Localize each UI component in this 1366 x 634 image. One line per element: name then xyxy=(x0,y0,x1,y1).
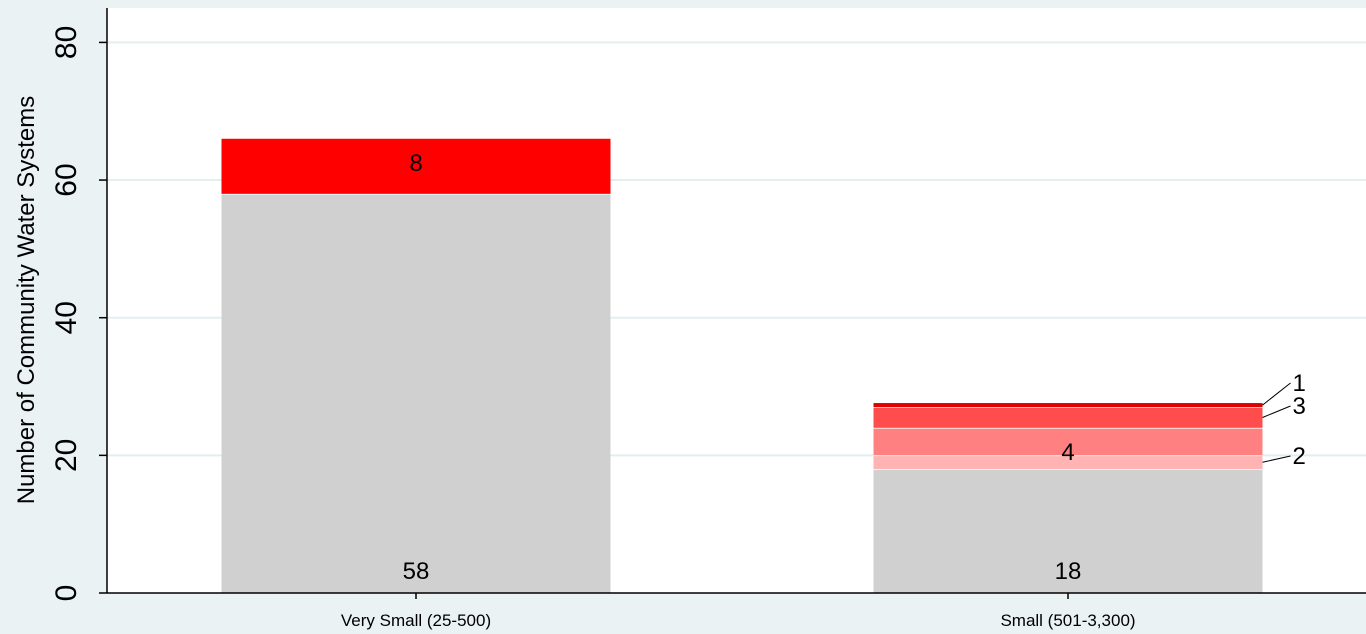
callout-leader-line xyxy=(1262,455,1291,463)
bar-segment xyxy=(873,403,1263,408)
bar-data-label: 4 xyxy=(1061,439,1074,466)
y-tick-label: 40 xyxy=(50,301,83,334)
y-tick-label: 0 xyxy=(50,585,83,602)
y-tick-label: 80 xyxy=(50,26,83,59)
bar-segment xyxy=(873,407,1263,428)
callout-data-label: 2 xyxy=(1293,443,1306,470)
data-labels: 58 8 18 4 2 31 xyxy=(403,150,1306,585)
bar-segment xyxy=(873,427,1263,456)
callout-leader-line xyxy=(1262,405,1291,418)
bar-data-label: 58 xyxy=(403,558,430,585)
category-label: Small (501-3,300) xyxy=(1000,611,1135,630)
category-labels: Very Small (25-500) Small (501-3,300) xyxy=(341,593,1136,630)
bar-segment xyxy=(873,455,1263,470)
bar-segment xyxy=(221,138,611,194)
category-label: Very Small (25-500) xyxy=(341,611,491,630)
y-axis-ticks: 0 20 40 60 80 xyxy=(50,26,107,602)
bar-segment xyxy=(873,469,1263,593)
bars xyxy=(221,138,1263,593)
callout-data-label: 1 xyxy=(1293,370,1306,397)
callout-leader-line xyxy=(1262,382,1291,406)
bar-segment xyxy=(221,193,611,593)
axes xyxy=(106,8,1366,594)
y-tick-label: 60 xyxy=(50,163,83,196)
bar-data-label: 8 xyxy=(409,150,422,177)
y-axis-title: Number of Community Water Systems xyxy=(13,96,40,505)
bar-data-label: 18 xyxy=(1055,558,1082,585)
callout-data-label: 3 xyxy=(1293,393,1306,420)
y-tick-label: 20 xyxy=(50,439,83,472)
